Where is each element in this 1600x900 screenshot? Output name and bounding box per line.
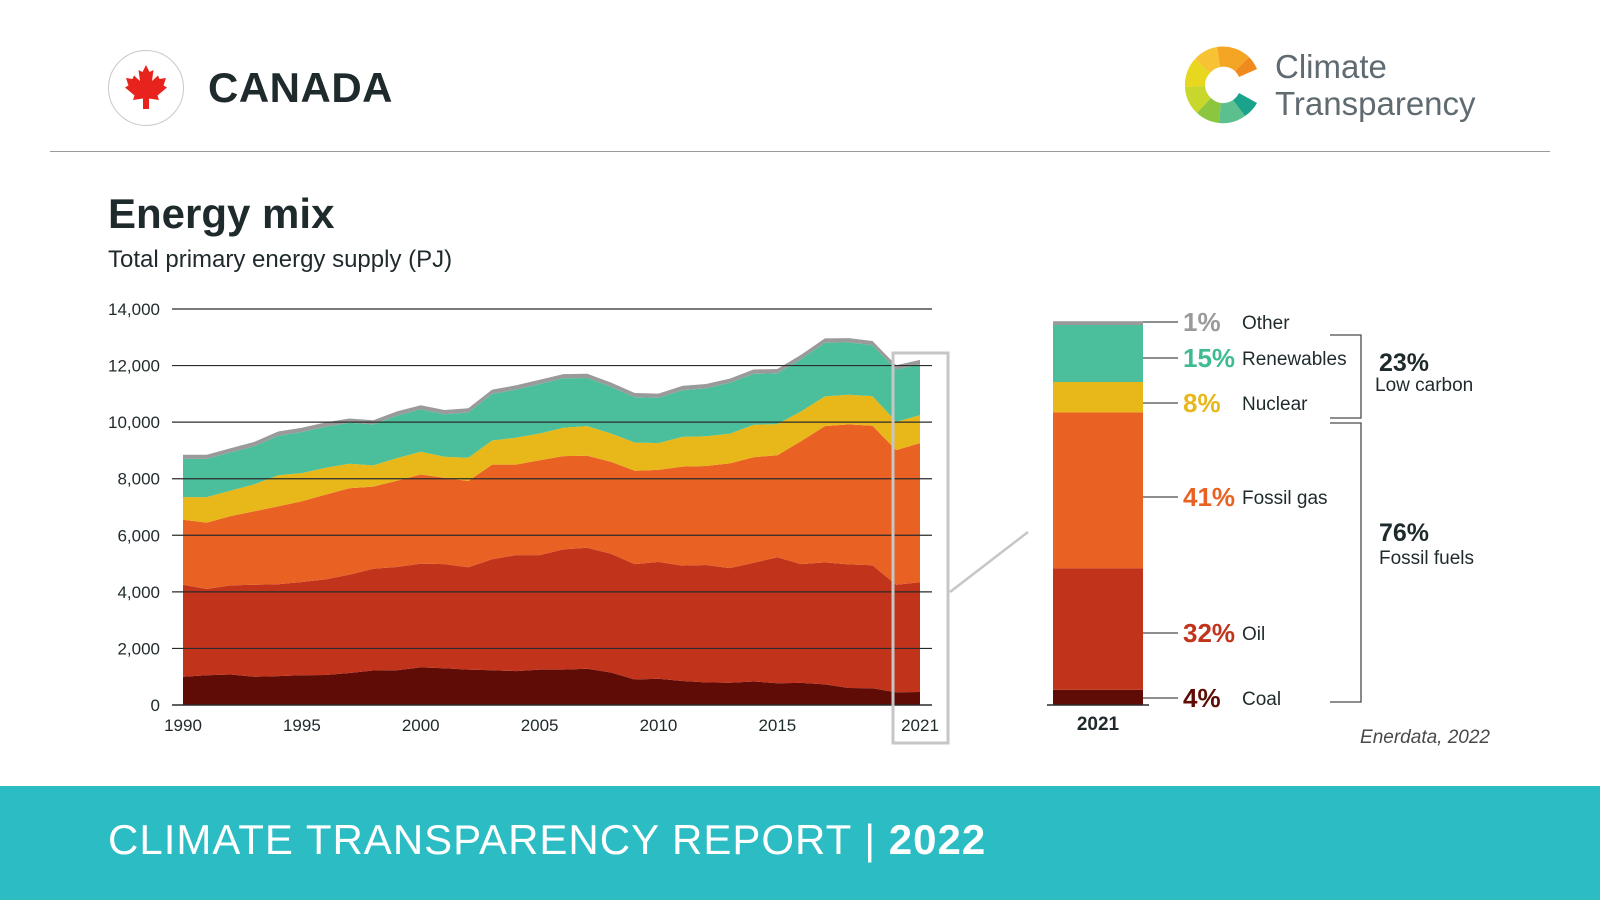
bar-segment-coal [1053,689,1143,705]
x-tick-label: 1990 [164,716,202,735]
energy-mix-chart: 0 2,000 4,000 6,000 8,000 10,000 12,000 14,000 1… [108,300,1474,745]
logo-line-1: Climate [1275,48,1387,85]
x-tick-label: 2005 [521,716,559,735]
bar-value-label: 1% [1183,307,1221,337]
bar-value-label: 4% [1183,683,1221,713]
section-title: Energy mix [108,190,335,237]
y-tick-label: 12,000 [108,357,160,376]
bar-value-label: 32% [1183,618,1235,648]
footer-report-label: CLIMATE TRANSPARENCY REPORT [108,816,852,863]
bar-category-label: Oil [1242,624,1265,645]
x-tick-label: 2015 [758,716,796,735]
area-series-coal [183,667,920,705]
country-name: CANADA [208,64,393,111]
footer-year: 2022 [888,816,987,863]
footer-title: CLIMATE TRANSPARENCY REPORT | 2022 [108,816,986,864]
climate-transparency-logo-icon [1184,46,1257,124]
section-subtitle: Total primary energy supply (PJ) [108,246,453,273]
zoom-connector-line [949,531,1029,593]
x-tick-label: 1995 [283,716,321,735]
bar-segment-oil [1053,568,1143,690]
y-tick-label: 4,000 [117,583,160,602]
bar-category-label: Renewables [1242,349,1347,370]
bar-category-label: Nuclear [1242,394,1308,415]
y-tick-label: 6,000 [117,526,160,545]
y-tick-label: 8,000 [117,470,160,489]
bracket-low-carbon [1330,334,1362,419]
x-tick-label: 2010 [640,716,678,735]
bar-segment-nuclear [1053,382,1143,413]
area-series-nuclear [183,394,920,523]
bar-value-label: 41% [1183,482,1235,512]
group-label-fossil-fuels: Fossil fuels [1379,548,1474,569]
bar-category-label: Fossil gas [1242,488,1328,509]
source-note: Enerdata, 2022 [1360,727,1490,748]
bar-segment-gas [1053,412,1143,569]
bar-category-year: 2021 [1077,714,1120,735]
group-label-low-carbon: Low carbon [1375,375,1473,396]
header-divider [50,151,1550,152]
maple-leaf-icon [125,65,167,109]
climate-transparency-logo-text: Climate Transparency [1275,48,1476,122]
canada-flag-icon [108,50,184,126]
footer-banner: CLIMATE TRANSPARENCY REPORT | 2022 [0,786,1600,900]
x-tick-label: 2000 [402,716,440,735]
group-value-fossil-fuels: 76% [1379,519,1429,547]
highlight-box-2021 [891,351,950,745]
bar-category-label: Coal [1242,689,1281,710]
y-tick-label: 0 [151,696,160,715]
bracket-fossil-fuels [1330,422,1362,703]
y-tick-label: 14,000 [108,300,160,319]
y-tick-label: 2,000 [117,639,160,658]
x-tick-label: 2021 [901,716,939,735]
group-value-low-carbon: 23% [1379,349,1429,377]
footer-separator: | [864,816,877,863]
bar-segment-other [1053,321,1143,325]
y-tick-label: 10,000 [108,413,160,432]
bar-value-label: 15% [1183,343,1235,373]
area-series-gas [183,424,920,589]
area-series-oil [183,547,920,693]
maple-leaf-shape [125,65,167,109]
logo-line-2: Transparency [1275,85,1476,122]
bar-segment-renewables [1053,325,1143,382]
bar-category-label: Other [1242,313,1290,334]
area-series-renewables [183,342,920,498]
bar-value-label: 8% [1183,388,1221,418]
